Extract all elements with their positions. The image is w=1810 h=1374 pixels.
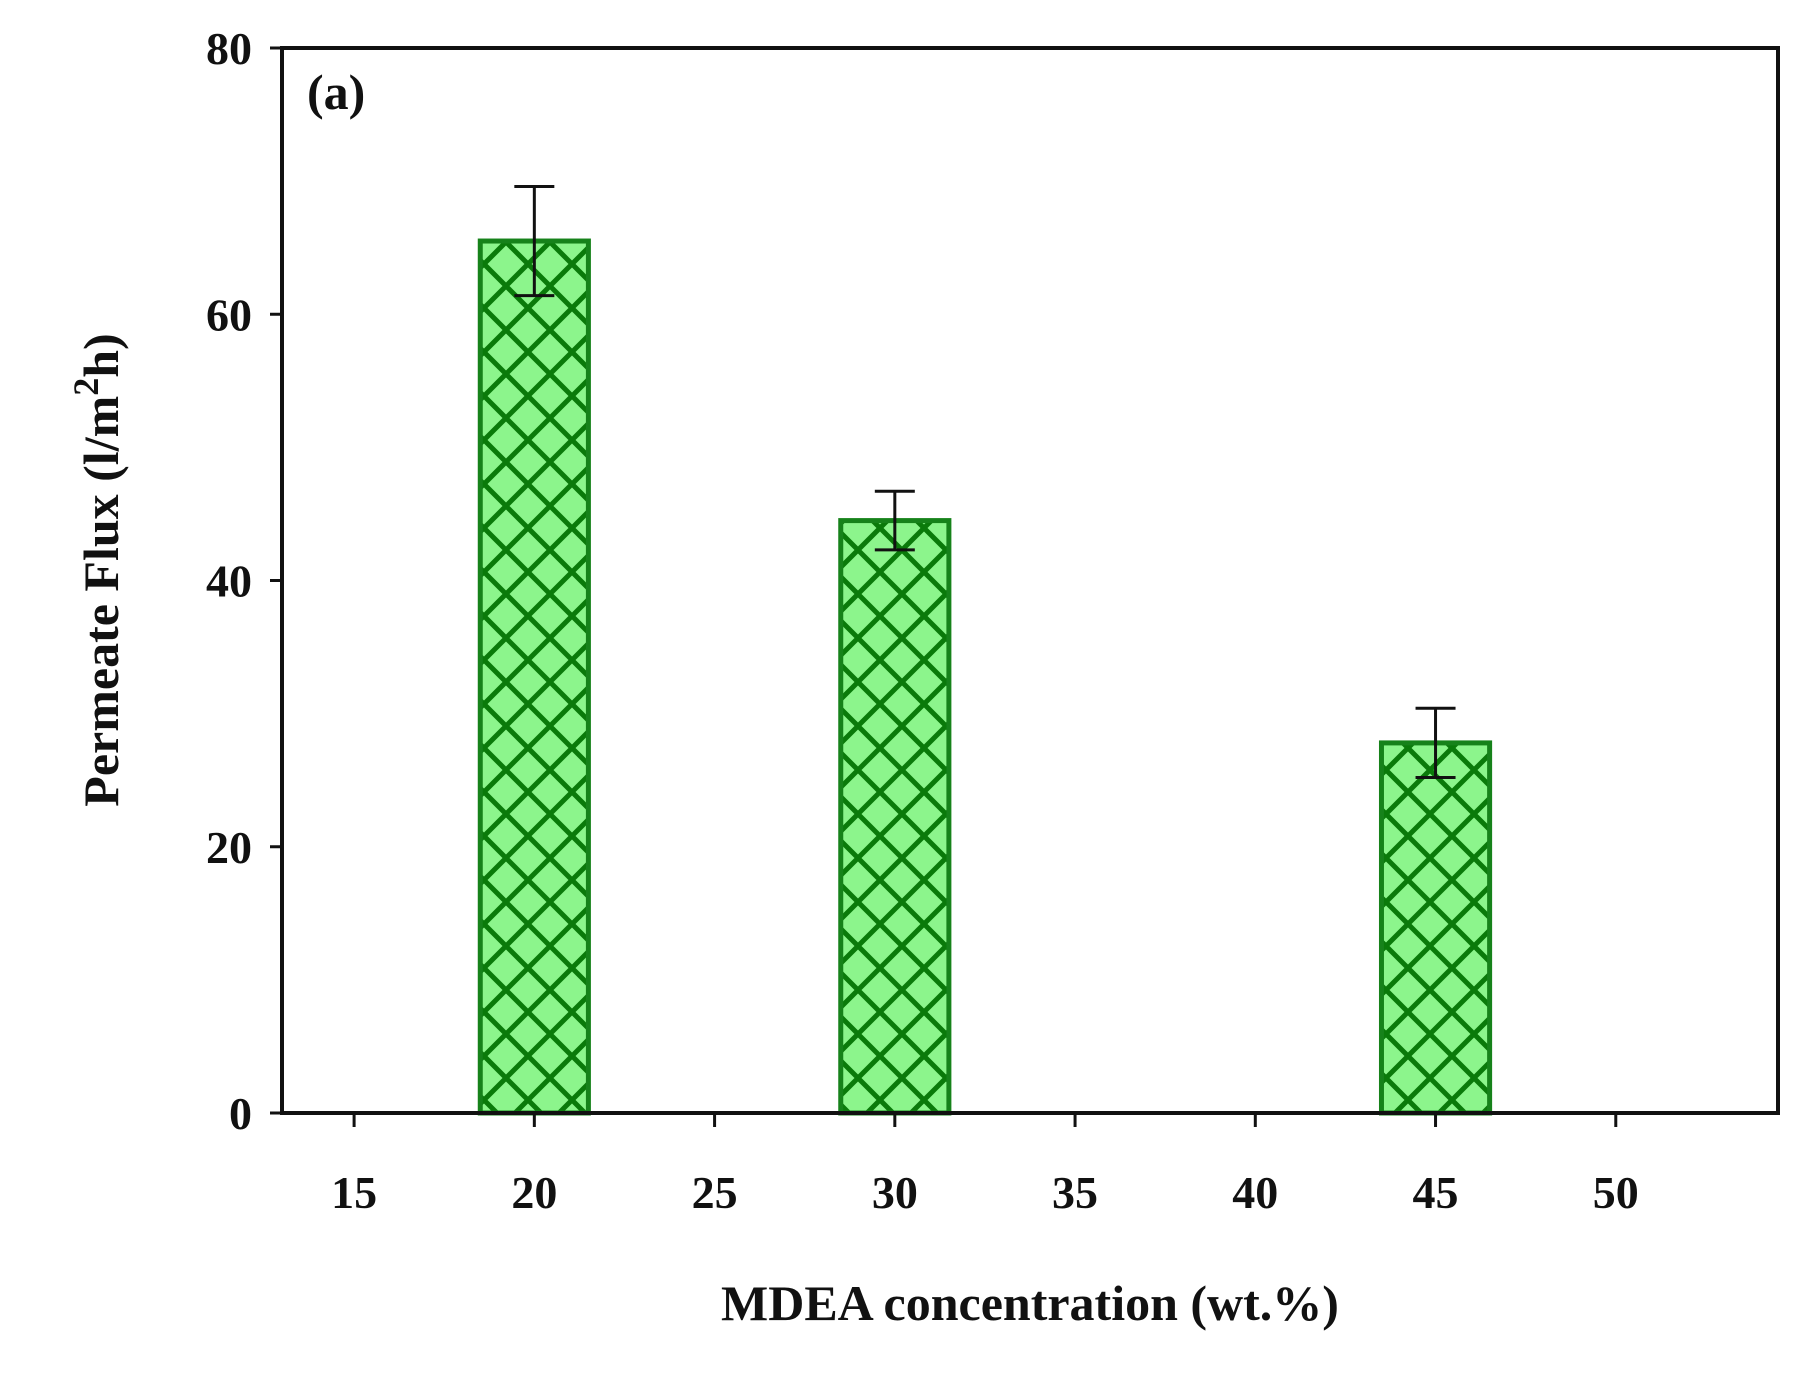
y-tick-label-40: 40 xyxy=(206,556,252,607)
bar-45 xyxy=(1378,740,1493,1116)
x-tick-label-35: 35 xyxy=(1052,1167,1098,1218)
y-tick-labels: 0 20 40 60 80 xyxy=(206,23,252,1139)
y-axis-title-tail: h) xyxy=(73,333,129,377)
x-tick-label-15: 15 xyxy=(331,1167,377,1218)
bar-20 xyxy=(477,238,591,1116)
x-tick-label-50: 50 xyxy=(1593,1167,1639,1218)
x-tick-label-25: 25 xyxy=(692,1167,738,1218)
y-tick-label-0: 0 xyxy=(229,1088,252,1139)
x-axis-title: MDEA concentration (wt.%) xyxy=(721,1275,1339,1331)
panel-label: (a) xyxy=(307,64,365,120)
y-axis-title-superscript: 2 xyxy=(66,378,106,396)
x-tick-labels: 15 20 25 30 35 40 45 50 xyxy=(331,1167,1639,1218)
y-axis-title: Permeate Flux (l/m2h) xyxy=(66,333,129,806)
x-tick-label-30: 30 xyxy=(872,1167,918,1218)
x-tick-label-45: 45 xyxy=(1413,1167,1459,1218)
y-tick-label-20: 20 xyxy=(206,822,252,873)
y-tick-label-80: 80 xyxy=(206,23,252,74)
bars-layer xyxy=(477,238,1493,1116)
y-axis-title-base: Permeate Flux (l/m xyxy=(73,396,129,807)
y-tick-label-60: 60 xyxy=(206,289,252,340)
bar-30 xyxy=(838,518,952,1116)
x-tick-label-20: 20 xyxy=(511,1167,557,1218)
error-bars-layer xyxy=(514,184,1456,780)
x-tick-label-40: 40 xyxy=(1232,1167,1278,1218)
ticks-layer xyxy=(270,46,1618,1127)
